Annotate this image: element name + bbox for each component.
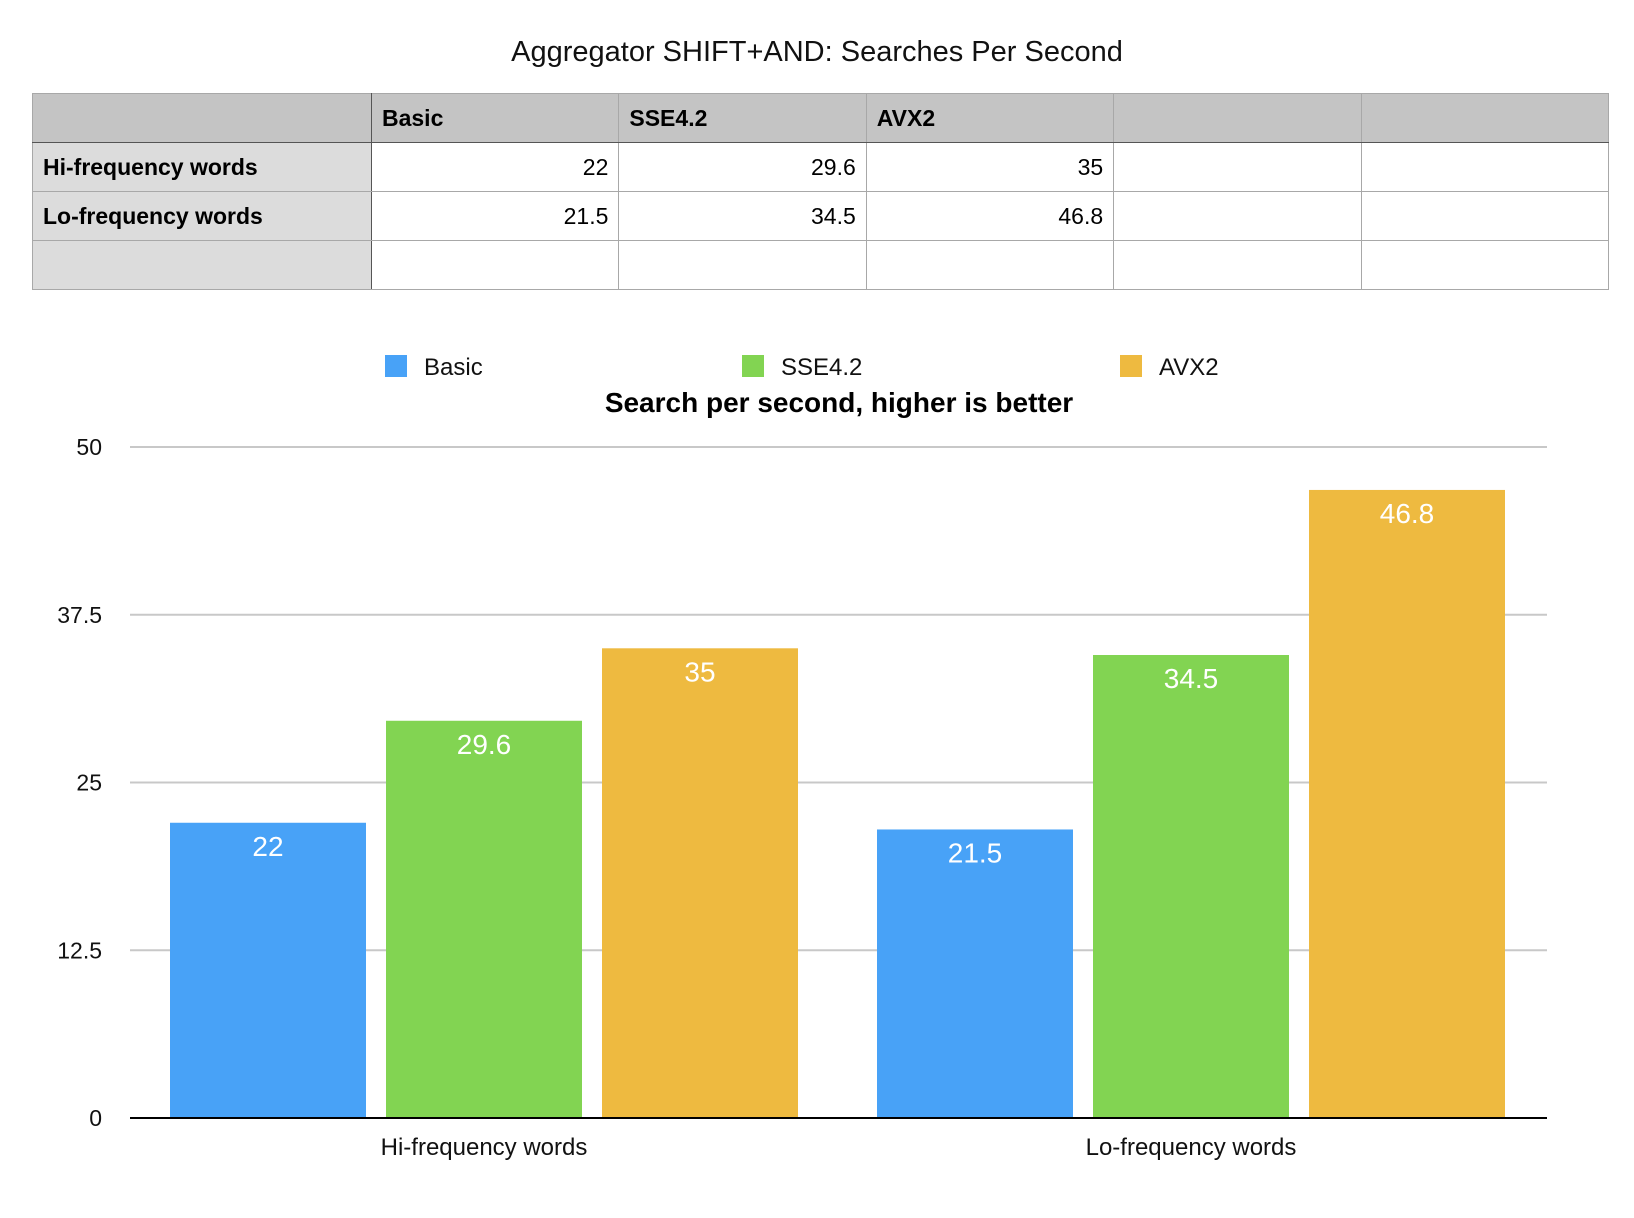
bar-value-label: 46.8 <box>1380 498 1435 529</box>
table-row-label[interactable]: Lo-frequency words <box>32 191 372 241</box>
table-header-cell[interactable]: AVX2 <box>865 93 1115 143</box>
table-cell[interactable]: 21.5 <box>370 191 620 241</box>
bar <box>386 720 582 1118</box>
table-cell[interactable]: 22 <box>370 142 620 192</box>
y-tick-label: 50 <box>76 434 102 460</box>
legend-swatch <box>1120 355 1142 377</box>
table-cell[interactable]: 29.6 <box>618 142 867 192</box>
x-tick-label: Hi-frequency words <box>381 1134 588 1161</box>
x-tick-label: Lo-frequency words <box>1086 1134 1297 1161</box>
table-cell[interactable] <box>370 240 620 290</box>
table-header-row: Basic SSE4.2 AVX2 <box>32 93 1610 143</box>
table-header-cell[interactable]: Basic <box>370 93 620 143</box>
bar <box>1093 655 1289 1118</box>
legend-swatch <box>742 355 764 377</box>
bar <box>1309 489 1505 1119</box>
table-cell[interactable] <box>1360 240 1610 290</box>
table-cell[interactable] <box>1113 142 1362 192</box>
y-tick-label: 25 <box>76 770 102 796</box>
bar-value-label: 35 <box>684 656 715 687</box>
table-cell[interactable]: 46.8 <box>865 191 1115 241</box>
table-row: Hi-frequency words 22 29.6 35 <box>32 142 1610 192</box>
bar-value-label: 34.5 <box>1164 663 1219 694</box>
bar-chart: Basic SSE4.2 AVX2 Search per second, higher… <box>57 354 1547 1161</box>
legend-label: AVX2 <box>1159 354 1219 381</box>
legend-label: Basic <box>424 354 483 381</box>
chart-title: Search per second, higher is better <box>605 387 1073 418</box>
bar-value-label: 29.6 <box>457 729 512 760</box>
table-row-label[interactable]: Hi-frequency words <box>32 142 372 192</box>
table-header-cell[interactable] <box>1113 93 1362 143</box>
bar <box>170 822 366 1118</box>
page-title: Aggregator SHIFT+AND: Searches Per Secon… <box>511 36 1123 68</box>
bar-value-label: 21.5 <box>948 837 1003 868</box>
table-header-cell[interactable]: SSE4.2 <box>618 93 867 143</box>
table-cell[interactable] <box>1113 191 1362 241</box>
table-header-cell[interactable] <box>32 93 372 143</box>
table-cell[interactable]: 34.5 <box>618 191 867 241</box>
table-cell[interactable] <box>865 240 1115 290</box>
table-cell[interactable] <box>1113 240 1362 290</box>
table-cell[interactable] <box>1360 191 1610 241</box>
data-table: Basic SSE4.2 AVX2 Hi-frequency words 22 … <box>32 93 1610 290</box>
table-cell[interactable] <box>618 240 867 290</box>
table-row: Lo-frequency words 21.5 34.5 46.8 <box>32 191 1610 241</box>
table-cell[interactable] <box>1360 142 1610 192</box>
bar <box>602 648 798 1118</box>
table-row <box>32 240 1610 290</box>
legend-label: SSE4.2 <box>781 354 862 381</box>
y-tick-label: 12.5 <box>57 937 102 963</box>
table-header-cell[interactable] <box>1360 93 1610 143</box>
bar-value-label: 22 <box>252 831 283 862</box>
y-tick-label: 0 <box>89 1105 102 1131</box>
legend-swatch <box>385 355 407 377</box>
table-cell[interactable]: 35 <box>865 142 1115 192</box>
y-tick-label: 37.5 <box>57 602 102 628</box>
bar <box>877 829 1073 1118</box>
table-row-label[interactable] <box>32 240 372 290</box>
